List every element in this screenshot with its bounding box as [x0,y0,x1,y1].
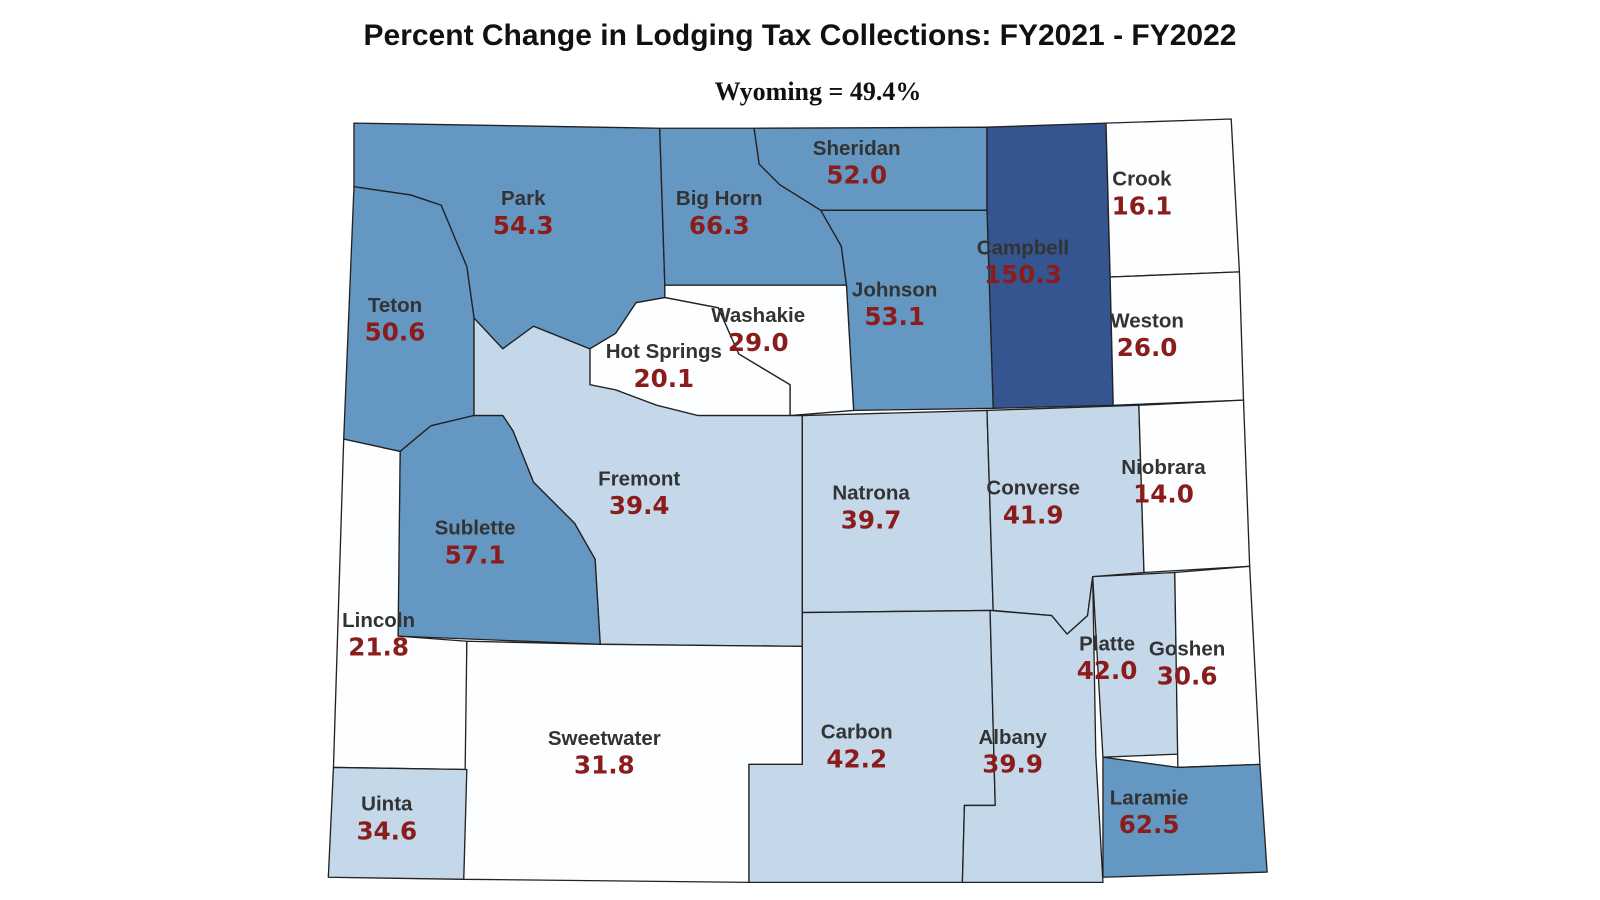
county-value: 42.2 [826,744,887,773]
county-name: Natrona [832,482,910,505]
county-name: Platte [1079,632,1135,655]
county-name: Big Horn [676,187,763,210]
county-value: 34.6 [356,816,417,845]
county-value: 42.0 [1077,656,1138,685]
county-value: 53.1 [864,302,925,331]
county-name: Campbell [977,236,1069,259]
county-value: 16.1 [1112,191,1173,220]
county-value: 20.1 [633,364,694,393]
county-name: Niobrara [1121,456,1206,479]
county-name: Sheridan [813,137,901,160]
county-value: 39.9 [982,750,1043,779]
county-value: 14.0 [1133,480,1194,509]
county-value: 30.6 [1157,661,1218,690]
county-name: Hot Springs [606,340,722,363]
county-shape [327,766,468,880]
county-name: Teton [368,294,422,317]
county-name: Uinta [361,793,413,816]
county-value: 150.3 [984,260,1062,289]
county-value: 21.8 [348,633,409,662]
county-name: Lincoln [342,609,415,632]
county-name: Crook [1112,168,1172,191]
county-value: 29.0 [728,328,789,357]
county-name: Laramie [1110,786,1189,809]
county-value: 26.0 [1117,333,1178,362]
county-value: 41.9 [1003,500,1064,529]
county-value: 31.8 [574,751,635,780]
subtitle: Wyoming = 49.4% [715,77,922,106]
county-name: Fremont [598,467,680,490]
county-name: Albany [978,726,1047,749]
county-value: 50.6 [365,318,426,347]
county-name: Weston [1110,309,1184,332]
county-name: Goshen [1149,638,1225,661]
county-value: 66.3 [689,211,750,240]
county-name: Washakie [711,304,805,327]
county-shape [961,575,1104,884]
county-name: Sweetwater [548,727,661,750]
county-value: 39.4 [609,491,670,520]
county-name: Converse [986,477,1080,500]
title: Percent Change in Lodging Tax Collection… [364,19,1237,52]
county-value: 57.1 [445,540,506,569]
county-value: 39.7 [841,505,902,534]
county-shape [1102,756,1268,878]
county-value: 62.5 [1119,810,1180,839]
county-value: 52.0 [826,161,887,190]
county-name: Sublette [435,517,516,540]
county-name: Park [501,187,546,210]
county-name: Carbon [821,721,893,744]
county-value: 54.3 [493,211,554,240]
county-name: Johnson [852,279,937,302]
